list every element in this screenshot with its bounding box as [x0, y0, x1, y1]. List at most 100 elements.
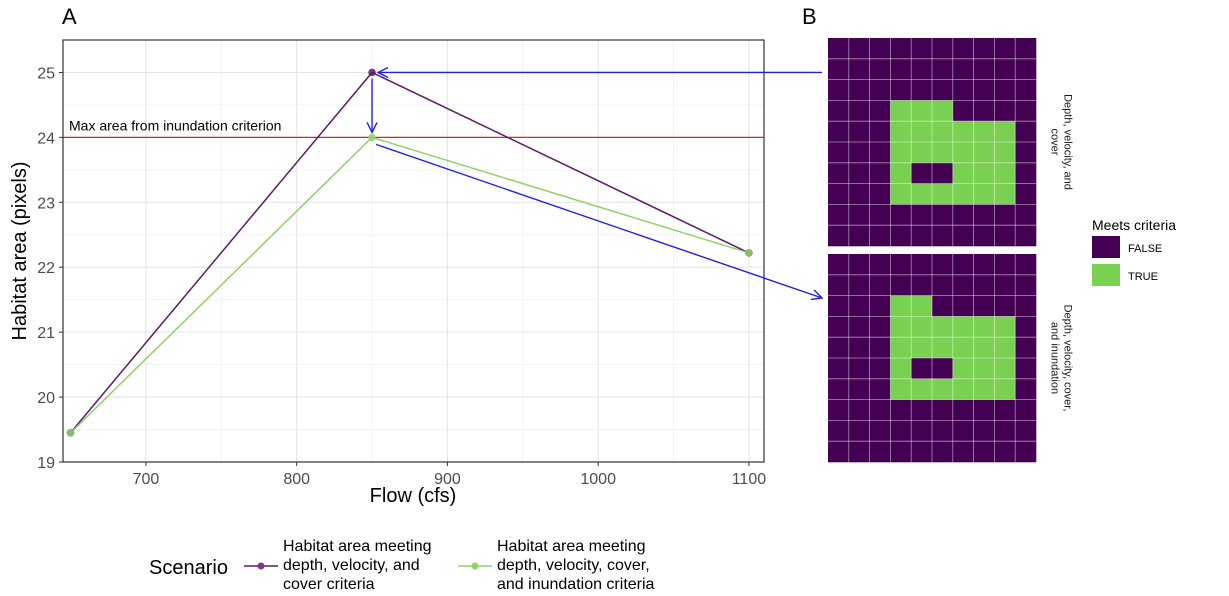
cell-false	[952, 38, 974, 60]
cell-false	[869, 79, 891, 101]
cell-false	[952, 254, 974, 276]
cell-true	[994, 142, 1016, 164]
legend-title-scenario: Scenario	[149, 557, 228, 579]
cell-false	[828, 121, 850, 143]
cell-false	[911, 254, 933, 276]
cell-false	[911, 225, 933, 247]
cell-true	[911, 142, 933, 164]
cell-true	[890, 162, 912, 184]
cell-false	[869, 337, 891, 359]
cell-false	[828, 162, 850, 184]
cell-true	[911, 121, 933, 143]
cell-false	[890, 441, 912, 463]
cell-true	[994, 162, 1016, 184]
cell-true	[973, 358, 995, 380]
x-axis-label: Flow (cfs)	[370, 485, 457, 507]
cell-false	[848, 420, 870, 442]
cell-false	[973, 254, 995, 276]
cell-false	[952, 204, 974, 226]
cell-false	[828, 183, 850, 205]
line-chart-panel: Max area from inundation criterion 19 20 2…	[9, 39, 766, 507]
legend-label-2-line-1: Habitat area meeting	[497, 538, 646, 555]
cell-true	[890, 183, 912, 205]
cell-false	[869, 162, 891, 184]
cell-false	[994, 399, 1016, 421]
cell-true	[952, 316, 974, 338]
cell-true	[952, 142, 974, 164]
cell-false	[848, 225, 870, 247]
legend-label-1-line-1: Habitat area meeting	[283, 538, 432, 555]
series-2-point	[66, 428, 75, 437]
cell-false	[1015, 38, 1037, 60]
cell-false	[994, 274, 1016, 296]
cell-false	[1015, 441, 1037, 463]
cell-false	[848, 358, 870, 380]
y-tick-label: 22	[37, 260, 55, 277]
cell-false	[828, 295, 850, 317]
cell-true	[932, 378, 954, 400]
cell-false	[869, 142, 891, 164]
y-tick-label: 24	[37, 130, 55, 147]
legend-label-1-line-3: cover criteria	[283, 576, 375, 593]
series-2-point	[368, 133, 376, 142]
cell-false	[932, 204, 954, 226]
facet-label-line: cover	[1049, 129, 1061, 156]
cell-true	[994, 337, 1016, 359]
y-tick-label: 25	[37, 65, 55, 82]
cell-false	[890, 79, 912, 101]
cell-true	[911, 378, 933, 400]
cell-false	[828, 358, 850, 380]
legend-label-1: Habitat area meeting depth, velocity, an…	[283, 538, 436, 593]
legend-label-true: TRUE	[1128, 271, 1158, 283]
arrow-to-inundation-map	[375, 143, 822, 298]
cell-false	[952, 58, 974, 80]
cell-false	[952, 274, 974, 296]
panel-label-b: B	[802, 4, 817, 29]
cell-false	[890, 38, 912, 60]
cell-true	[911, 183, 933, 205]
cell-false	[1015, 183, 1037, 205]
legend-label-2-line-2: depth, velocity, cover,	[497, 557, 650, 574]
cell-false	[1015, 142, 1037, 164]
cell-false	[890, 399, 912, 421]
cell-true	[973, 378, 995, 400]
cell-false	[932, 420, 954, 442]
legend-swatch-true	[1092, 264, 1120, 286]
cell-false	[848, 79, 870, 101]
cell-false	[952, 420, 974, 442]
cell-false	[911, 162, 933, 184]
cell-false	[869, 254, 891, 276]
cell-false	[890, 58, 912, 80]
cell-true	[952, 121, 974, 143]
cell-false	[848, 162, 870, 184]
cell-false	[869, 183, 891, 205]
cell-false	[1015, 295, 1037, 317]
cell-true	[911, 316, 933, 338]
legend-key-point-1	[257, 562, 265, 570]
cell-true	[911, 295, 933, 317]
cell-true	[890, 316, 912, 338]
annotation-arrows	[372, 72, 822, 298]
cell-true	[890, 337, 912, 359]
cell-false	[828, 441, 850, 463]
cell-false	[973, 399, 995, 421]
cell-true	[952, 378, 974, 400]
cell-true	[994, 358, 1016, 380]
cell-true	[952, 337, 974, 359]
cell-false	[848, 121, 870, 143]
y-tick-label: 19	[37, 455, 55, 472]
cell-true	[932, 100, 954, 122]
criteria-legend: Meets criteria FALSE TRUE	[1092, 217, 1176, 286]
cell-false	[952, 441, 974, 463]
cell-false	[1015, 254, 1037, 276]
cell-false	[848, 254, 870, 276]
cell-false	[911, 399, 933, 421]
cell-false	[952, 295, 974, 317]
legend-swatch-false	[1092, 236, 1120, 258]
cell-false	[848, 183, 870, 205]
cell-false	[828, 420, 850, 442]
cell-false	[973, 420, 995, 442]
cell-false	[932, 295, 954, 317]
